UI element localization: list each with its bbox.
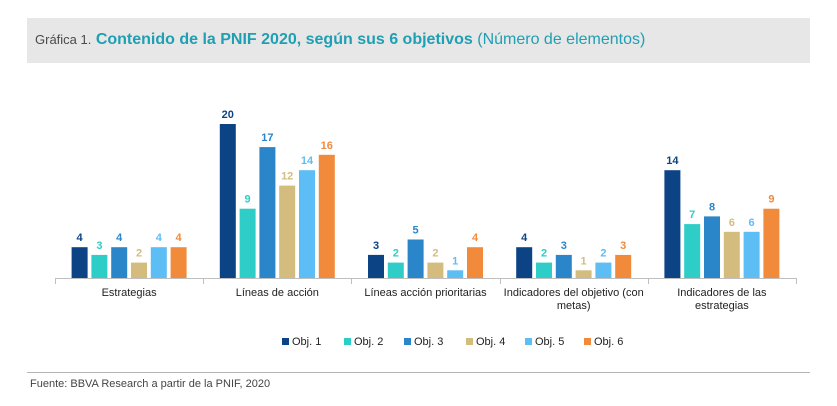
legend-swatch bbox=[282, 338, 289, 345]
bar bbox=[743, 231, 760, 278]
legend-label: Obj. 1 bbox=[292, 336, 321, 348]
chart-number: Gráfica 1. bbox=[35, 32, 92, 47]
bar bbox=[318, 154, 335, 278]
bar bbox=[219, 124, 236, 278]
data-label: 14 bbox=[666, 155, 679, 167]
bar bbox=[664, 170, 681, 278]
data-label: 12 bbox=[281, 171, 293, 183]
data-label: 4 bbox=[472, 232, 479, 244]
legend-swatch bbox=[344, 338, 351, 345]
legend-swatch bbox=[404, 338, 411, 345]
data-label: 17 bbox=[261, 132, 273, 144]
legend-label: Obj. 5 bbox=[535, 336, 564, 348]
data-label: 4 bbox=[116, 232, 123, 244]
data-label: 6 bbox=[729, 217, 735, 229]
chart-title-main: Contenido de la PNIF 2020, según sus 6 o… bbox=[95, 31, 473, 48]
chart-unit: (Número de elementos) bbox=[477, 31, 646, 48]
data-label: 14 bbox=[301, 155, 314, 167]
data-label: 2 bbox=[393, 248, 399, 260]
bar bbox=[259, 147, 276, 278]
data-label: 4 bbox=[521, 232, 528, 244]
legend-label: Obj. 3 bbox=[414, 336, 443, 348]
source-note: Fuente: BBVA Research a partir de la PNI… bbox=[30, 378, 271, 390]
data-label: 2 bbox=[541, 248, 547, 260]
data-label: 16 bbox=[321, 140, 333, 152]
legend-label: Obj. 2 bbox=[354, 336, 383, 348]
legend-label: Obj. 6 bbox=[594, 336, 623, 348]
data-label: 3 bbox=[620, 240, 626, 252]
category-label: metas) bbox=[557, 300, 591, 312]
bar bbox=[91, 254, 108, 278]
data-label: 3 bbox=[373, 240, 379, 252]
category-label: Líneas acción prioritarias bbox=[364, 287, 487, 299]
bar bbox=[536, 262, 552, 278]
source-divider bbox=[27, 372, 810, 373]
data-label: 3 bbox=[96, 240, 102, 252]
legend-label: Obj. 4 bbox=[476, 336, 505, 348]
bar bbox=[684, 224, 701, 278]
bar bbox=[111, 247, 128, 278]
data-label: 4 bbox=[77, 232, 84, 244]
bar bbox=[763, 208, 780, 278]
bar bbox=[71, 247, 88, 278]
bar bbox=[615, 254, 632, 278]
data-label: 20 bbox=[222, 109, 234, 121]
data-label: 4 bbox=[156, 232, 163, 244]
bar bbox=[555, 254, 572, 278]
data-label: 2 bbox=[600, 248, 606, 260]
bar bbox=[704, 216, 720, 278]
bar bbox=[150, 247, 167, 278]
bar bbox=[387, 262, 404, 278]
data-label: 5 bbox=[413, 225, 419, 237]
bar bbox=[299, 170, 315, 278]
data-label: 2 bbox=[136, 248, 142, 260]
data-label: 4 bbox=[176, 232, 183, 244]
bar bbox=[279, 185, 296, 278]
bar bbox=[595, 262, 612, 278]
bar bbox=[407, 239, 424, 278]
data-label: 1 bbox=[452, 255, 458, 267]
chart-title: Gráfica 1. Contenido de la PNIF 2020, se… bbox=[35, 31, 645, 49]
data-label: 9 bbox=[768, 194, 774, 206]
chart-header: Gráfica 1. Contenido de la PNIF 2020, se… bbox=[27, 18, 810, 63]
bar bbox=[575, 270, 592, 278]
legend-swatch bbox=[584, 338, 591, 345]
bar bbox=[723, 231, 740, 278]
legend-swatch bbox=[466, 338, 473, 345]
data-label: 9 bbox=[245, 194, 251, 206]
bar bbox=[467, 247, 483, 278]
legend-swatch bbox=[525, 338, 532, 345]
bar bbox=[516, 247, 533, 278]
category-label: Líneas de acción bbox=[236, 287, 319, 299]
bar bbox=[170, 247, 187, 278]
category-label: Indicadores del objetivo (con bbox=[504, 287, 644, 299]
category-label: estrategias bbox=[695, 300, 749, 312]
data-label: 1 bbox=[581, 255, 587, 267]
bar bbox=[368, 254, 384, 278]
bar bbox=[447, 270, 464, 278]
bar bbox=[239, 208, 256, 278]
bar bbox=[131, 262, 147, 278]
data-label: 8 bbox=[709, 201, 715, 213]
category-label: Indicadores de las bbox=[677, 287, 767, 299]
data-label: 3 bbox=[561, 240, 567, 252]
data-label: 7 bbox=[689, 209, 695, 221]
data-label: 2 bbox=[432, 248, 438, 260]
bar bbox=[427, 262, 444, 278]
category-label: Estrategias bbox=[102, 287, 158, 299]
data-label: 6 bbox=[749, 217, 755, 229]
